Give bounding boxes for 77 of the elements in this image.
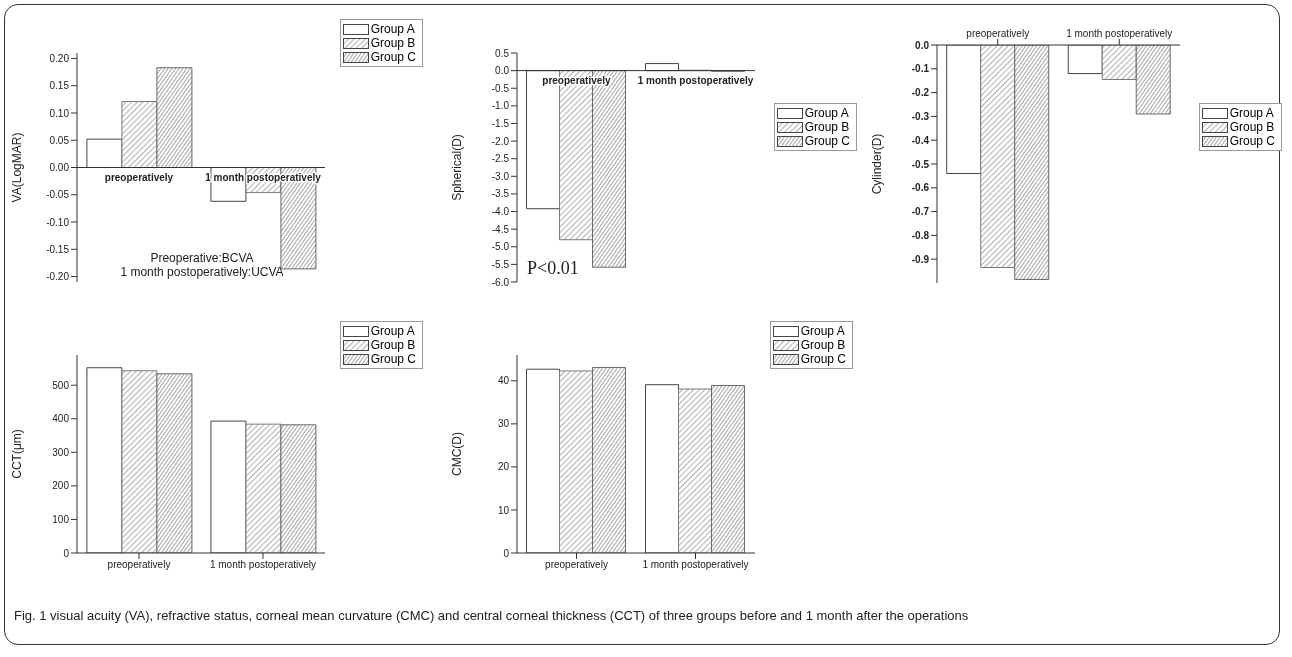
y-tick-label: -0.05: [46, 189, 70, 201]
y-axis-title: VA(LogMAR): [10, 132, 25, 203]
y-tick-label: 20: [497, 461, 510, 473]
y-tick-label: -1.0: [491, 100, 510, 112]
y-tick-label: 30: [497, 418, 510, 430]
y-axis-title: Cylinder(D): [870, 133, 885, 195]
y-tick-label: 400: [52, 413, 70, 425]
legend-label: Group C: [370, 50, 416, 64]
y-axis-title: CMC(D): [450, 432, 465, 476]
y-tick-label: -1.5: [491, 118, 510, 130]
y-tick-label: 10: [497, 504, 510, 516]
legend-label: Group C: [1229, 134, 1275, 148]
legend-label: Group C: [370, 352, 416, 366]
y-tick-label: -4.0: [491, 206, 510, 218]
y-axis-title: CCT(μm): [10, 429, 25, 479]
legend-label: Group B: [370, 338, 416, 352]
y-tick-label: -0.1: [911, 63, 930, 75]
y-tick-label: 0.05: [49, 134, 70, 146]
y-tick-label: -0.9: [911, 253, 930, 265]
y-tick-label: -3.5: [491, 188, 510, 200]
y-tick-label: -0.4: [911, 134, 930, 146]
y-tick-label: -0.8: [911, 229, 930, 241]
y-tick-label: -5.5: [491, 258, 510, 270]
y-tick-label: -0.5: [491, 82, 510, 94]
y-tick-label: -0.20: [46, 271, 70, 283]
x-tick-label: preoperatively: [104, 171, 174, 183]
y-tick-label: 0.15: [49, 80, 70, 92]
y-tick-label: -3.0: [491, 170, 510, 182]
y-tick-label: 0.10: [49, 107, 70, 119]
x-tick-label: 1 month postoperatively: [205, 171, 322, 183]
legend-label: Group B: [800, 338, 846, 352]
x-tick-label: 1 month postoperatively: [209, 559, 317, 571]
legend-label: Group A: [1229, 106, 1274, 120]
legend-label: Group B: [804, 120, 850, 134]
legend-label: Group A: [800, 324, 845, 338]
y-tick-label: 0: [63, 547, 70, 559]
y-tick-label: 200: [52, 480, 70, 492]
legend-label: Group B: [1229, 120, 1275, 134]
y-tick-label: 0.5: [495, 47, 510, 59]
y-tick-label: -4.5: [491, 223, 510, 235]
y-tick-label: 100: [52, 513, 70, 525]
x-tick-label: preoperatively: [107, 559, 171, 571]
legend-label: Group A: [804, 106, 849, 120]
y-tick-label: -0.2: [911, 87, 930, 99]
legend-label: Group A: [370, 22, 415, 36]
y-tick-label: -0.5: [911, 158, 930, 170]
y-tick-label: -2.0: [491, 135, 510, 147]
legend-label: Group A: [370, 324, 415, 338]
y-tick-label: -6.0: [491, 276, 510, 288]
x-tick-label: 1 month postoperatively: [1066, 28, 1173, 39]
y-tick-label: 500: [52, 379, 70, 391]
y-tick-label: 0: [503, 547, 510, 559]
annotation: Preoperative:BCVA: [149, 251, 255, 265]
x-tick-label: 1 month postoperatively: [637, 74, 754, 86]
x-tick-label: preoperatively: [545, 559, 608, 571]
y-tick-label: 0.00: [49, 162, 70, 174]
legend-label: Group C: [800, 352, 846, 366]
y-tick-label: -5.0: [491, 241, 510, 253]
y-tick-label: -0.6: [911, 182, 930, 194]
y-tick-label: -2.5: [491, 153, 510, 165]
legend-label: Group B: [370, 36, 416, 50]
legend-label: Group C: [804, 134, 850, 148]
y-tick-label: 0.0: [915, 39, 930, 51]
y-tick-label: 0.20: [49, 53, 70, 64]
y-tick-label: -0.7: [911, 206, 930, 218]
y-axis-title: Spherical(D): [450, 134, 465, 201]
x-tick-label: preoperatively: [966, 28, 1030, 39]
x-tick-label: 1 month postoperatively: [642, 559, 749, 571]
annotation: P<0.01: [527, 258, 579, 279]
y-tick-label: 40: [497, 375, 510, 387]
y-tick-label: -0.3: [911, 110, 930, 122]
caption: Fig. 1 visual acuity (VA), refractive status, corneal mean curvature (CMC) and central corneal thickness (CCT) of three groups before and 1 month after the operations: [14, 607, 970, 625]
y-tick-label: 0.0: [495, 65, 510, 77]
annotation: 1 month postoperatively:UCVA: [119, 265, 285, 279]
y-tick-label: -0.10: [46, 216, 70, 228]
y-tick-label: 300: [52, 446, 70, 458]
y-tick-label: -0.15: [46, 243, 70, 255]
